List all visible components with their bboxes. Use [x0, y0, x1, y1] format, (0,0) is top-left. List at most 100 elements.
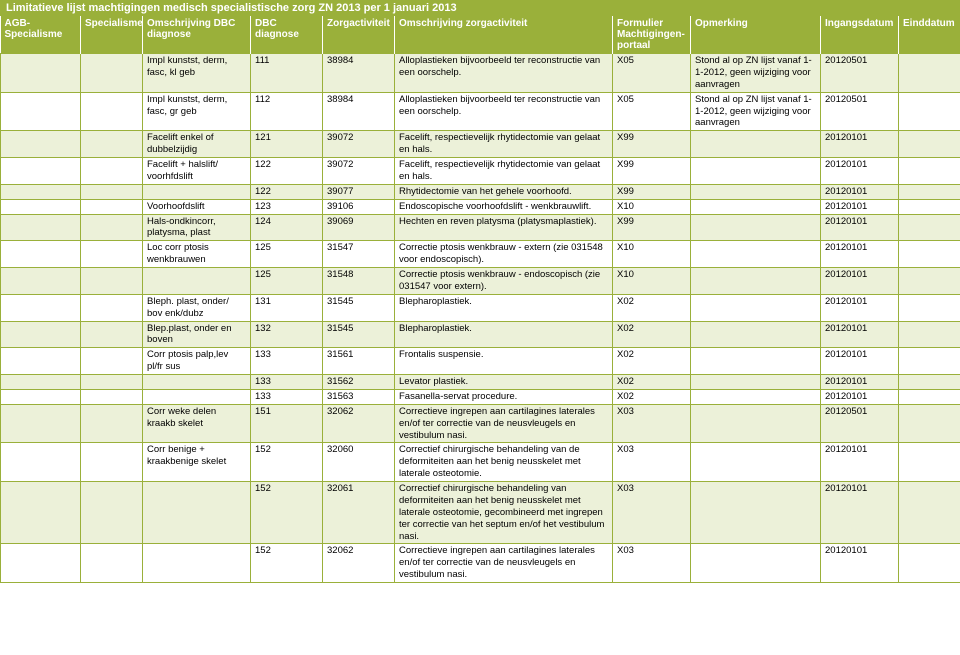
- table-cell: [81, 544, 143, 583]
- table-cell: X03: [613, 404, 691, 443]
- table-cell: Facelift + halslift/ voorhfdslift: [143, 158, 251, 185]
- table-cell: [899, 158, 960, 185]
- table-cell: Facelift, respectievelijk rhytidectomie …: [395, 131, 613, 158]
- table-cell: [81, 375, 143, 390]
- table-cell: 20120101: [821, 348, 899, 375]
- table-cell: [81, 268, 143, 295]
- table-cell: 20120101: [821, 321, 899, 348]
- table-cell: [1, 54, 81, 93]
- table-cell: 121: [251, 131, 323, 158]
- table-cell: X05: [613, 92, 691, 131]
- table-cell: 125: [251, 241, 323, 268]
- table-cell: [81, 241, 143, 268]
- table-cell: 38984: [323, 54, 395, 93]
- table-row: 15232061Correctief chirurgische behandel…: [1, 482, 960, 544]
- table-cell: 32061: [323, 482, 395, 544]
- table-row: Corr ptosis palp,lev pl/fr sus13331561Fr…: [1, 348, 960, 375]
- table-cell: 122: [251, 158, 323, 185]
- table-cell: [143, 389, 251, 404]
- col-header: Zorgactiviteit: [323, 16, 395, 54]
- table-cell: Correctieve ingrepen aan cartilagines la…: [395, 404, 613, 443]
- table-cell: [1, 268, 81, 295]
- table-cell: [81, 321, 143, 348]
- table-row: Facelift + halslift/ voorhfdslift1223907…: [1, 158, 960, 185]
- table-row: Corr benige + kraakbenige skelet15232060…: [1, 443, 960, 482]
- table-cell: Alloplastieken bijvoorbeeld ter reconstr…: [395, 92, 613, 131]
- data-table: AGB-Specialisme Specialisme Omschrijving…: [0, 16, 960, 583]
- table-cell: 124: [251, 214, 323, 241]
- table-cell: X99: [613, 214, 691, 241]
- table-cell: X02: [613, 389, 691, 404]
- table-cell: 39106: [323, 199, 395, 214]
- table-cell: 20120501: [821, 92, 899, 131]
- table-cell: [899, 443, 960, 482]
- table-cell: 31561: [323, 348, 395, 375]
- table-cell: [899, 241, 960, 268]
- table-cell: [899, 294, 960, 321]
- table-cell: [1, 321, 81, 348]
- table-header-row: AGB-Specialisme Specialisme Omschrijving…: [1, 16, 960, 54]
- table-row: Hals-ondkincorr, platysma, plast12439069…: [1, 214, 960, 241]
- table-cell: 151: [251, 404, 323, 443]
- table-row: Impl kunstst, derm, fasc, gr geb11238984…: [1, 92, 960, 131]
- table-cell: [691, 214, 821, 241]
- table-cell: Frontalis suspensie.: [395, 348, 613, 375]
- table-row: Corr weke delen kraakb skelet15132062Cor…: [1, 404, 960, 443]
- table-cell: [81, 131, 143, 158]
- table-cell: [143, 268, 251, 295]
- table-cell: Endoscopische voorhoofdslift - wenkbrauw…: [395, 199, 613, 214]
- table-cell: Blepharoplastiek.: [395, 321, 613, 348]
- table-cell: X03: [613, 482, 691, 544]
- table-cell: 20120101: [821, 375, 899, 390]
- table-cell: [899, 92, 960, 131]
- table-cell: 20120101: [821, 443, 899, 482]
- table-cell: X99: [613, 158, 691, 185]
- table-cell: [1, 389, 81, 404]
- col-header: Omschrijving DBC diagnose: [143, 16, 251, 54]
- table-cell: 20120101: [821, 131, 899, 158]
- table-cell: 132: [251, 321, 323, 348]
- table-cell: Levator plastiek.: [395, 375, 613, 390]
- table-cell: [899, 404, 960, 443]
- table-cell: [899, 268, 960, 295]
- col-header: DBC diagnose: [251, 16, 323, 54]
- table-cell: 125: [251, 268, 323, 295]
- table-cell: Correctieve ingrepen aan cartilagines la…: [395, 544, 613, 583]
- table-cell: [899, 544, 960, 583]
- table-cell: 39072: [323, 158, 395, 185]
- table-row: 12531548Correctie ptosis wenkbrauw - end…: [1, 268, 960, 295]
- table-cell: Correctie ptosis wenkbrauw - extern (zie…: [395, 241, 613, 268]
- table-cell: Fasanella-servat procedure.: [395, 389, 613, 404]
- table-cell: 20120101: [821, 389, 899, 404]
- table-cell: 20120501: [821, 404, 899, 443]
- table-cell: [691, 184, 821, 199]
- table-cell: [899, 321, 960, 348]
- table-cell: Facelift enkel of dubbelzijdig: [143, 131, 251, 158]
- table-cell: [81, 482, 143, 544]
- table-cell: Corr ptosis palp,lev pl/fr sus: [143, 348, 251, 375]
- table-cell: Correctief chirurgische behandeling van …: [395, 482, 613, 544]
- table-row: 15232062Correctieve ingrepen aan cartila…: [1, 544, 960, 583]
- table-cell: [81, 404, 143, 443]
- table-cell: [691, 389, 821, 404]
- table-cell: Impl kunstst, derm, fasc, gr geb: [143, 92, 251, 131]
- table-cell: X02: [613, 294, 691, 321]
- table-cell: Hals-ondkincorr, platysma, plast: [143, 214, 251, 241]
- table-cell: Voorhoofdslift: [143, 199, 251, 214]
- table-cell: X99: [613, 131, 691, 158]
- table-cell: [691, 158, 821, 185]
- table-cell: 31548: [323, 268, 395, 295]
- table-cell: [899, 214, 960, 241]
- col-header: AGB-Specialisme: [1, 16, 81, 54]
- table-cell: [1, 294, 81, 321]
- table-cell: 20120101: [821, 199, 899, 214]
- table-cell: X05: [613, 54, 691, 93]
- table-cell: [81, 54, 143, 93]
- table-cell: 32062: [323, 544, 395, 583]
- table-cell: 112: [251, 92, 323, 131]
- table-cell: [691, 544, 821, 583]
- table-cell: X03: [613, 443, 691, 482]
- table-cell: 20120101: [821, 184, 899, 199]
- table-cell: 31547: [323, 241, 395, 268]
- table-cell: 32060: [323, 443, 395, 482]
